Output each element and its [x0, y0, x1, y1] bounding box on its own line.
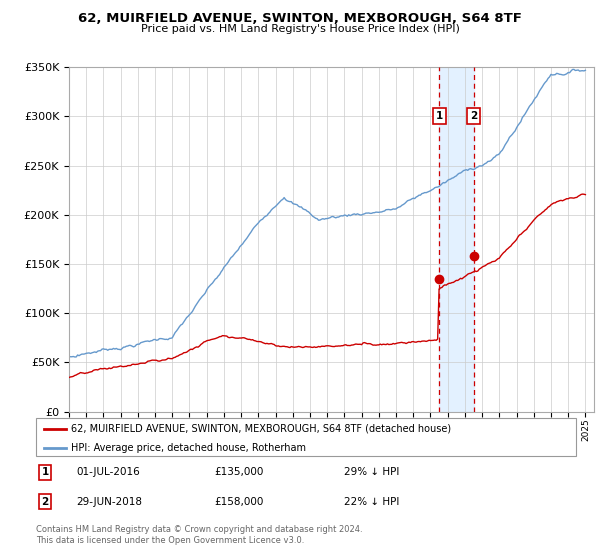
Text: 62, MUIRFIELD AVENUE, SWINTON, MEXBOROUGH, S64 8TF: 62, MUIRFIELD AVENUE, SWINTON, MEXBOROUG… [78, 12, 522, 25]
Text: 22% ↓ HPI: 22% ↓ HPI [344, 497, 399, 507]
Text: 29% ↓ HPI: 29% ↓ HPI [344, 467, 399, 477]
Text: 62, MUIRFIELD AVENUE, SWINTON, MEXBOROUGH, S64 8TF (detached house): 62, MUIRFIELD AVENUE, SWINTON, MEXBOROUG… [71, 424, 451, 434]
Text: 2: 2 [470, 111, 477, 122]
Text: 1: 1 [436, 111, 443, 122]
Text: Price paid vs. HM Land Registry's House Price Index (HPI): Price paid vs. HM Land Registry's House … [140, 24, 460, 34]
Text: £135,000: £135,000 [214, 467, 263, 477]
Text: Contains HM Land Registry data © Crown copyright and database right 2024.
This d: Contains HM Land Registry data © Crown c… [36, 525, 362, 545]
Text: 01-JUL-2016: 01-JUL-2016 [77, 467, 140, 477]
Text: 1: 1 [41, 467, 49, 477]
Text: 29-JUN-2018: 29-JUN-2018 [77, 497, 143, 507]
Bar [439, 67, 473, 412]
Text: 2: 2 [41, 497, 49, 507]
Text: HPI: Average price, detached house, Rotherham: HPI: Average price, detached house, Roth… [71, 443, 306, 453]
Text: £158,000: £158,000 [214, 497, 263, 507]
